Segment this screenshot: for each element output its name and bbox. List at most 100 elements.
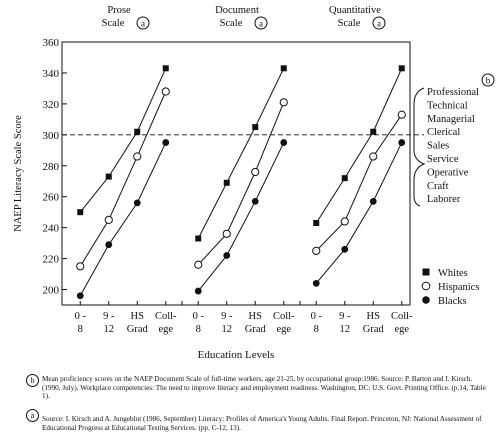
x-tick-label: HS [367,311,381,322]
legend-label: Whites [438,268,468,279]
point-hispanics [76,262,85,271]
x-tick-label: ege [394,324,409,335]
occupation-label: Service [427,154,459,165]
point-blacks [76,292,84,300]
point-whites [223,179,230,186]
y-tick-label: 340 [43,68,60,80]
point-blacks [398,139,406,146]
y-tick-label: 360 [43,37,60,49]
point-blacks [162,139,170,146]
panel-source-marker [372,16,386,30]
occupation-label: Sales [427,141,449,152]
point-whites [77,209,84,216]
point-blacks [312,279,320,287]
literacy-chart: 200 220 240 260 280 300 320 340 360 NAEP Literacy… [13,5,495,361]
series-line-whites [197,68,285,239]
x-tick-label: Coll- [155,311,177,322]
point-blacks [223,252,231,259]
x-tick-label: HS [249,311,263,322]
panel-source-letter: a [259,19,263,29]
occupation-label: Operative [427,167,469,178]
source-notes: b Mean proficiency scores on the NAEP Do… [0,370,503,442]
point-whites [195,235,202,242]
x-tick-label: ege [276,324,291,335]
point-hispanics [222,229,231,238]
panel-source-marker [254,16,268,30]
occupation-label: Professional [427,87,479,98]
point-whites [162,65,169,72]
point-hispanics [340,217,349,226]
point-whites [313,220,320,227]
series-line-blacks [315,142,403,284]
point-whites [370,128,377,135]
point-whites [280,65,287,72]
legend-label: Hispanics [438,282,479,293]
point-hispanics [397,110,406,119]
x-tick-label: 0 - [193,311,205,322]
x-tick-label: 0 - [75,311,87,322]
point-blacks [194,287,202,295]
occupation-source-letter: b [486,76,491,86]
x-tick-label: Coll- [273,311,295,322]
point-blacks [280,139,288,146]
panel-title: Quantitative [329,5,381,16]
point-whites [398,65,405,72]
occupation-label: Clerical [427,127,460,138]
occupation-source-marker [481,73,495,87]
legend-label: Blacks [438,296,467,307]
x-tick-label: Grad [127,324,149,335]
x-tick-label: 8 [314,324,319,335]
point-hispanics [133,152,142,161]
point-hispanics [251,167,260,177]
point-hispanics [161,87,170,96]
occupation-bracket [413,87,426,207]
x-axis-title: Education Levels [198,349,275,361]
x-tick-label: Coll- [391,311,413,322]
legend-marker-hispanics [421,281,431,291]
y-axis-title: NAEP Literacy Scale Score [13,115,24,232]
point-hispanics [279,98,288,107]
x-tick-label: 9 - [103,311,115,322]
y-tick-label: 260 [43,192,60,204]
panel-title: Document [215,5,259,16]
y-tick-label: 240 [43,223,60,235]
point-hispanics [369,152,378,161]
panel-title: Scale [338,18,361,29]
note-a-marker: a [26,409,39,422]
x-tick-label: ege [158,324,173,335]
point-whites [134,128,141,135]
occupation-label: Technical [427,100,468,111]
x-tick-label: 12 [222,324,233,335]
x-tick-label: 0 - [311,311,323,322]
x-tick-label: HS [131,311,145,322]
y-tick-label: 280 [43,161,60,173]
point-blacks [133,199,141,207]
panel-title: Scale [102,18,125,29]
x-tick-label: 9 - [339,311,351,322]
plot-frame [61,41,411,306]
y-tick-label: 200 [43,285,60,297]
y-tick-label: 300 [43,130,60,142]
x-tick-label: 8 [196,324,201,335]
series-line-hispanics [79,91,167,267]
x-tick-label: Grad [363,324,385,335]
point-blacks [369,197,377,205]
point-whites [105,173,112,180]
series-line-whites [79,68,167,213]
occupation-label: Laborer [427,194,461,205]
series-line-whites [315,68,403,224]
panel-title: Scale [220,18,243,29]
occupation-label: Craft [427,181,449,192]
panel-source-marker [136,16,150,30]
legend-marker-blacks [422,296,430,304]
panel-title: Prose [107,5,131,16]
note-b-text: Mean proficiency scores on the NAEP Docu… [42,375,486,401]
point-hispanics [104,215,113,225]
point-hispanics [312,246,321,255]
point-hispanics [194,260,203,269]
y-tick-label: 320 [43,99,60,111]
series-line-hispanics [197,102,285,266]
y-tick-label: 220 [43,254,60,266]
x-tick-label: 8 [78,324,83,335]
panel-source-letter: a [141,19,145,29]
